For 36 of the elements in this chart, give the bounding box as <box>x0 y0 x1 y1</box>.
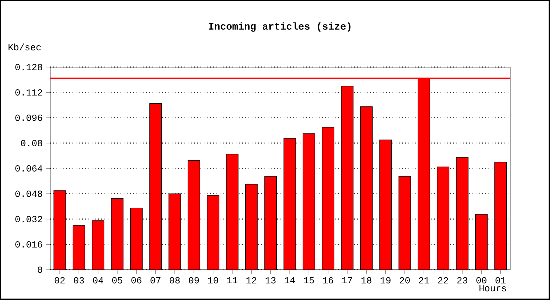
x-tick-label: 12 <box>246 277 257 284</box>
x-tick-label: 15 <box>304 277 314 284</box>
y-tick-label: 0.096 <box>16 114 42 122</box>
x-tick-label: 13 <box>266 277 276 284</box>
x-tick-label: 18 <box>362 277 372 284</box>
x-tick-label: 16 <box>323 277 334 284</box>
x-tick-label: 03 <box>74 277 84 284</box>
y-axis-title: Kb/sec <box>8 44 42 51</box>
chart-title: Incoming articles (size) <box>209 22 351 32</box>
x-axis-title: Hours <box>480 285 506 292</box>
x-tick-label: 09 <box>189 277 200 284</box>
x-tick-label: 07 <box>150 277 161 284</box>
y-tick-label: 0.112 <box>16 90 42 96</box>
y-tick-label: 0 <box>38 266 42 274</box>
y-tick-label: 0.128 <box>16 64 42 70</box>
x-tick-label: 19 <box>380 277 391 284</box>
x-tick-label: 06 <box>132 277 142 284</box>
x-tick-label: 23 <box>458 277 468 284</box>
x-tick-label: 21 <box>419 277 430 284</box>
x-tick-label: 14 <box>285 277 296 284</box>
x-tick-label: 04 <box>93 277 104 284</box>
x-tick-label: 17 <box>342 277 352 284</box>
x-tick-label: 08 <box>170 277 180 284</box>
x-tick-label: 10 <box>208 277 218 284</box>
y-tick-label: 0.048 <box>16 190 42 198</box>
x-tick-label: 22 <box>438 277 448 284</box>
x-tick-label: 11 <box>228 277 238 284</box>
x-tick-label: 05 <box>112 277 122 284</box>
x-tick-label: 20 <box>400 277 410 284</box>
x-tick-label: 02 <box>54 277 65 284</box>
y-tick-label: 0.016 <box>16 242 42 248</box>
y-tick-label: 0.08 <box>21 140 42 146</box>
y-tick-label: 0.032 <box>16 216 42 222</box>
y-tick-label: 0.064 <box>16 166 43 172</box>
x-tick-label: 00 <box>476 277 487 284</box>
x-tick-label: 01 <box>496 277 506 284</box>
